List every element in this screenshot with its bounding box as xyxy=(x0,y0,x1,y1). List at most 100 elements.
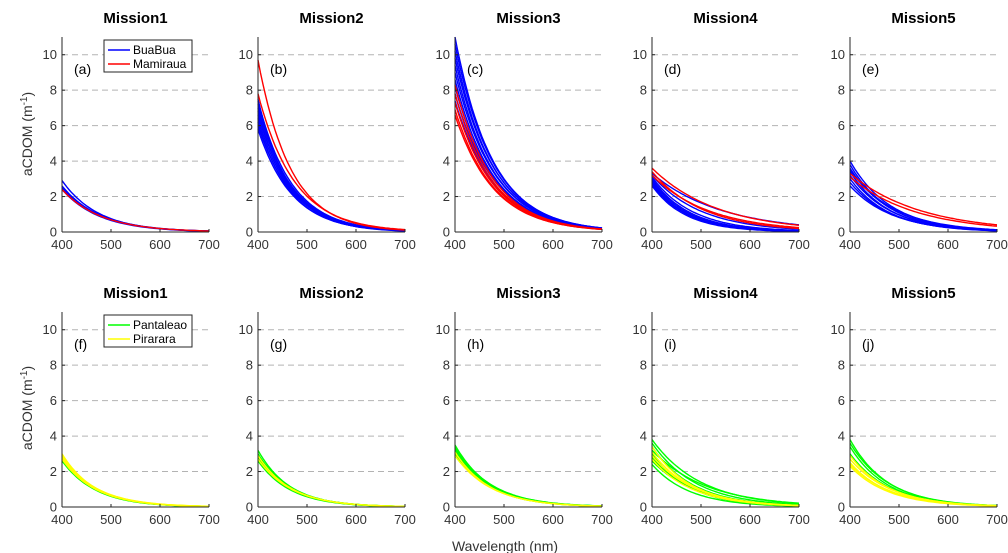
y-tick-label: 10 xyxy=(43,47,57,62)
legend-label: Pirarara xyxy=(133,332,176,346)
panel-1: 0 2 4 6 8 10 400 500 600 700 Mission1 (a) BuaBuaMami… xyxy=(43,10,220,252)
y-tick-label: 0 xyxy=(640,225,647,240)
y-tick-label: 6 xyxy=(50,393,57,408)
y-tick-label: 10 xyxy=(436,322,450,337)
panel-letter: (a) xyxy=(74,61,91,77)
panel-letter: (g) xyxy=(270,336,287,352)
panel-title: Mission1 xyxy=(103,285,167,302)
curve-mamiraua xyxy=(849,176,998,227)
y-tick-label: 2 xyxy=(838,189,845,204)
y-tick-label: 6 xyxy=(50,118,57,133)
panel-8: 0 2 4 6 8 10 400 500 600 700 Mission3 (h) xyxy=(436,285,613,527)
curve-mamiraua xyxy=(849,172,998,226)
y-tick-label: 10 xyxy=(239,322,253,337)
y-tick-label: 2 xyxy=(443,464,450,479)
y-axis-label-sup: -1 xyxy=(19,96,30,105)
y-tick-label: 2 xyxy=(838,464,845,479)
x-tick-label: 400 xyxy=(839,512,861,527)
panel-title: Mission3 xyxy=(496,10,560,27)
x-tick-label: 500 xyxy=(296,237,318,252)
panel-letter: (j) xyxy=(862,336,874,352)
x-tick-label: 500 xyxy=(493,512,515,527)
y-tick-label: 8 xyxy=(50,358,57,373)
y-tick-label: 4 xyxy=(50,429,57,444)
panel-letter: (i) xyxy=(664,336,676,352)
curve-pantaleao xyxy=(61,460,209,508)
panel-title: Mission5 xyxy=(891,10,955,27)
legend-label: BuaBua xyxy=(133,43,176,57)
x-tick-label: 400 xyxy=(641,512,663,527)
y-tick-label: 0 xyxy=(838,225,845,240)
panel-5: 0 2 4 6 8 10 400 500 600 700 Mission5 (e) xyxy=(831,10,1008,252)
y-tick-label: 4 xyxy=(50,154,57,169)
panel-title: Mission5 xyxy=(891,285,955,302)
curve-pirarara xyxy=(849,465,997,507)
y-tick-label: 2 xyxy=(640,464,647,479)
y-tick-label: 8 xyxy=(443,83,450,98)
x-tick-label: 400 xyxy=(839,237,861,252)
curve-pirarara xyxy=(651,458,800,507)
x-tick-label: 700 xyxy=(591,237,613,252)
curve-mamiraua xyxy=(651,167,800,226)
x-tick-label: 700 xyxy=(591,512,613,527)
legend-box xyxy=(103,314,193,348)
y-axis-label-bottom: aCDOM (m-1) xyxy=(19,366,36,450)
curve-mamiraua xyxy=(257,59,406,231)
panel-title: Mission3 xyxy=(496,285,560,302)
y-tick-label: 10 xyxy=(633,322,647,337)
x-tick-label: 600 xyxy=(937,237,959,252)
x-tick-label: 400 xyxy=(51,237,73,252)
y-tick-label: 2 xyxy=(640,189,647,204)
y-tick-label: 6 xyxy=(246,118,253,133)
panel-title: Mission4 xyxy=(693,285,758,302)
x-tick-label: 400 xyxy=(51,512,73,527)
y-axis-label-tail: ) xyxy=(19,92,35,97)
y-tick-label: 0 xyxy=(50,500,57,515)
y-tick-label: 6 xyxy=(640,393,647,408)
x-tick-label: 400 xyxy=(444,237,466,252)
x-tick-label: 600 xyxy=(149,512,171,527)
y-tick-label: 0 xyxy=(443,500,450,515)
x-tick-label: 700 xyxy=(986,237,1008,252)
y-axis-label-text: aCDOM (m xyxy=(19,379,35,450)
panel-letter: (h) xyxy=(467,336,484,352)
x-tick-label: 500 xyxy=(690,512,712,527)
panel-3: 0 2 4 6 8 10 400 500 600 700 Mission3 (c) xyxy=(436,10,613,252)
y-tick-label: 6 xyxy=(443,118,450,133)
y-tick-label: 10 xyxy=(831,47,845,62)
x-tick-label: 500 xyxy=(296,512,318,527)
y-tick-label: 4 xyxy=(640,429,647,444)
y-tick-label: 10 xyxy=(239,47,253,62)
y-tick-label: 8 xyxy=(50,83,57,98)
panel-2: 0 2 4 6 8 10 400 500 600 700 Mission2 (b) xyxy=(239,10,416,252)
y-tick-label: 0 xyxy=(443,225,450,240)
y-tick-label: 6 xyxy=(443,393,450,408)
panel-title: Mission4 xyxy=(693,10,758,27)
y-tick-label: 0 xyxy=(246,225,253,240)
y-tick-label: 4 xyxy=(838,429,845,444)
x-tick-label: 600 xyxy=(149,237,171,252)
curve-buabua xyxy=(257,98,406,232)
x-tick-label: 700 xyxy=(198,512,220,527)
curve-buabua xyxy=(257,111,406,232)
y-tick-label: 8 xyxy=(443,358,450,373)
x-tick-label: 500 xyxy=(100,512,122,527)
x-tick-label: 700 xyxy=(788,237,810,252)
curve-pirarara xyxy=(454,455,603,507)
curve-mamiraua xyxy=(454,114,603,230)
y-tick-label: 2 xyxy=(50,464,57,479)
curve-mamiraua xyxy=(651,174,800,229)
y-tick-label: 10 xyxy=(43,322,57,337)
x-tick-label: 400 xyxy=(641,237,663,252)
x-tick-label: 400 xyxy=(247,512,269,527)
y-tick-label: 8 xyxy=(838,83,845,98)
curve-buabua xyxy=(651,174,800,230)
panel-title: Mission2 xyxy=(299,285,363,302)
y-tick-label: 2 xyxy=(246,464,253,479)
x-tick-label: 700 xyxy=(198,237,220,252)
curve-pantaleao xyxy=(651,442,800,506)
curve-buabua xyxy=(454,58,603,229)
